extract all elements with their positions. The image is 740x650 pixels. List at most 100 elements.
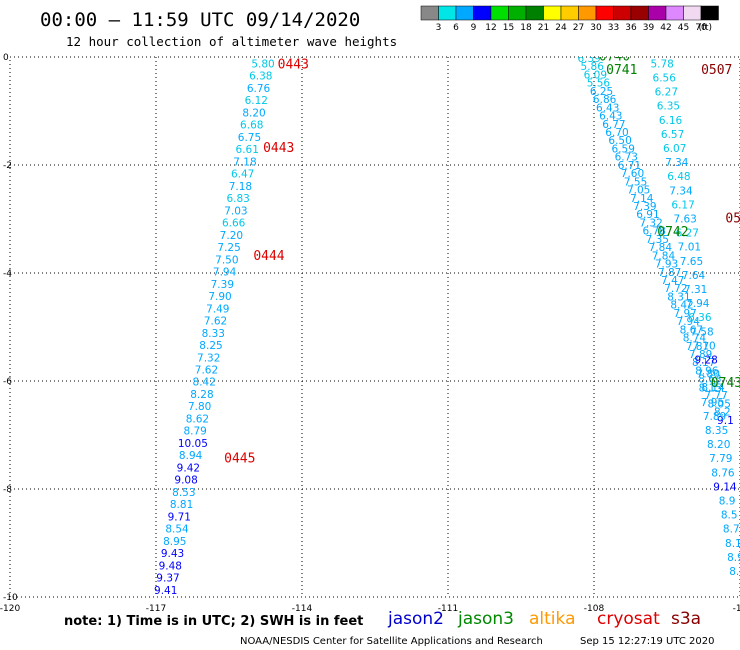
mission-label-jason3: jason3 bbox=[457, 609, 514, 629]
swh-value: 8.42 bbox=[193, 377, 216, 389]
swh-value: 9.08 bbox=[174, 475, 197, 487]
swh-value: 8.1 bbox=[725, 538, 740, 550]
track-jason3: 6.395.866.095.566.256.866.436.436.776.70… bbox=[577, 57, 733, 427]
swh-value: 7.47 bbox=[661, 275, 684, 287]
x-tick-label: -117 bbox=[146, 604, 166, 614]
legend-bin-label: 45 bbox=[678, 23, 689, 33]
swh-value: 6.36 bbox=[688, 312, 712, 324]
pass-time-label: 0742 bbox=[657, 225, 688, 240]
legend-bin-label: 3 bbox=[436, 23, 442, 33]
swh-value: 8.81 bbox=[170, 499, 193, 511]
swh-value: 8.74 bbox=[683, 333, 707, 345]
swh-value: 6.17 bbox=[671, 199, 694, 211]
legend-swatch bbox=[525, 5, 544, 21]
swh-value: 8.7 bbox=[723, 524, 740, 536]
swh-value: 6.86 bbox=[593, 94, 617, 106]
pass-time-label: 0443 bbox=[263, 141, 294, 156]
swh-value: 8.42 bbox=[670, 300, 693, 312]
swh-value: 8.63 bbox=[698, 374, 721, 386]
legend-bin-label: 9 bbox=[471, 23, 477, 33]
legend-bin-label: 39 bbox=[643, 23, 655, 33]
swh-value: 7.62 bbox=[195, 365, 218, 377]
swh-value: 8.9 bbox=[727, 552, 740, 564]
footer-timestamp: Sep 15 12:27:19 UTC 2020 bbox=[580, 636, 714, 647]
swh-value: 7.87 bbox=[658, 267, 681, 279]
swh-value: 6.61 bbox=[236, 144, 259, 156]
legend-swatch bbox=[508, 5, 527, 21]
swh-value: 6.50 bbox=[608, 135, 631, 147]
swh-value: 6.70 bbox=[605, 127, 628, 139]
swh-value: 6.75 bbox=[238, 132, 261, 144]
swh-value: 7.50 bbox=[215, 254, 238, 266]
chart-title: 00:00 – 11:59 UTC 09/14/2020 bbox=[40, 9, 360, 31]
swh-value: 5.78 bbox=[650, 58, 673, 70]
legend-bin-label: 18 bbox=[520, 23, 532, 33]
swh-value: 6.59 bbox=[612, 143, 635, 155]
legend-swatch bbox=[490, 5, 509, 21]
track-s3a: 5.78 6.56 6.27 6.35 6.16 6.57 6.07 7.34 6.48 7.34… bbox=[650, 58, 740, 578]
pass-time-label: 0444 bbox=[253, 249, 284, 264]
pass-time-label: 0507 bbox=[725, 211, 740, 226]
legend-bin-label: 24 bbox=[555, 23, 567, 33]
footer-note: note: 1) Time is in UTC; 2) SWH is in fe… bbox=[64, 614, 363, 629]
swh-value: 7.93 bbox=[655, 259, 678, 271]
legend-unit: (ft) bbox=[699, 23, 713, 33]
swh-value: 7.72 bbox=[664, 283, 687, 295]
y-tick-label: -4 bbox=[3, 269, 12, 279]
swh-value: 7.58 bbox=[690, 326, 713, 338]
swh-value: 7.89 bbox=[689, 349, 712, 361]
swh-value: 6.76 bbox=[247, 83, 271, 95]
swh-value: 8.76 bbox=[711, 467, 735, 479]
y-tick-label: 0 bbox=[3, 53, 9, 63]
swh-value: 7.34 bbox=[665, 157, 689, 169]
legend-swatch bbox=[578, 5, 597, 21]
swh-value: 7.64 bbox=[682, 270, 706, 282]
swh-value: 6.12 bbox=[245, 95, 268, 107]
pass-time-label: 0740 bbox=[599, 49, 630, 64]
swh-value: 7.32 bbox=[639, 217, 662, 229]
plot-grid bbox=[9, 56, 740, 598]
swh-value: 7.79 bbox=[709, 453, 732, 465]
axis-ticks: -120 -117 -114 -111 -108 -10 0 -2 -4 -6 -8 -10 bbox=[0, 53, 740, 614]
legend-bin-label: 36 bbox=[625, 23, 637, 33]
legend-swatch bbox=[630, 5, 649, 21]
swh-value: 7.39 bbox=[211, 279, 234, 291]
swh-value: 7.87 bbox=[686, 341, 709, 353]
swh-value: 8.2 bbox=[714, 407, 731, 419]
swh-value: 8.17 bbox=[692, 357, 715, 369]
swh-value: 7.03 bbox=[224, 205, 247, 217]
legend-bin-label: 30 bbox=[590, 23, 602, 33]
pass-time-label: 0743 bbox=[711, 376, 740, 391]
swh-value: 7.90 bbox=[208, 291, 231, 303]
swh-value: 7.65 bbox=[680, 256, 703, 268]
legend-swatch bbox=[665, 5, 684, 21]
swh-value: 8.94 bbox=[179, 450, 203, 462]
legend-bin-label: 15 bbox=[503, 23, 514, 33]
swh-value: 7.94 bbox=[677, 316, 701, 328]
swh-value: 8.53 bbox=[172, 487, 195, 499]
swh-value: 6.09 bbox=[584, 69, 607, 81]
swh-value: 8.79 bbox=[183, 426, 206, 438]
track-jason2: 5.806.386.766.128.206.686.756.617.186.47… bbox=[154, 58, 275, 597]
chart-subtitle: 12 hour collection of altimeter wave hei… bbox=[66, 34, 397, 49]
swh-value: 7.18 bbox=[233, 156, 256, 168]
legend-bin-label: 33 bbox=[608, 23, 619, 33]
swh-value: 8.5 bbox=[721, 510, 738, 522]
swh-value: 6.66 bbox=[222, 218, 246, 230]
x-tick-label: -111 bbox=[438, 604, 458, 614]
swh-value: 9.43 bbox=[161, 548, 184, 560]
legend-bin-label: 21 bbox=[538, 23, 549, 33]
swh-value: 6.25 bbox=[590, 86, 613, 98]
legend-swatch bbox=[700, 5, 719, 21]
swh-value: 8.31 bbox=[667, 291, 690, 303]
swh-value: 8.67 bbox=[680, 324, 703, 336]
swh-value: 8.33 bbox=[202, 328, 225, 340]
swh-value: 7.84 bbox=[649, 242, 673, 254]
swh-value: 6.43 bbox=[599, 111, 622, 123]
swh-value: 5.56 bbox=[587, 78, 611, 90]
legend-swatch bbox=[560, 5, 579, 21]
legend-swatch bbox=[455, 5, 474, 21]
swh-value: 9.37 bbox=[156, 573, 179, 585]
y-tick-label: -8 bbox=[3, 485, 12, 495]
y-tick-label: -10 bbox=[3, 593, 18, 603]
